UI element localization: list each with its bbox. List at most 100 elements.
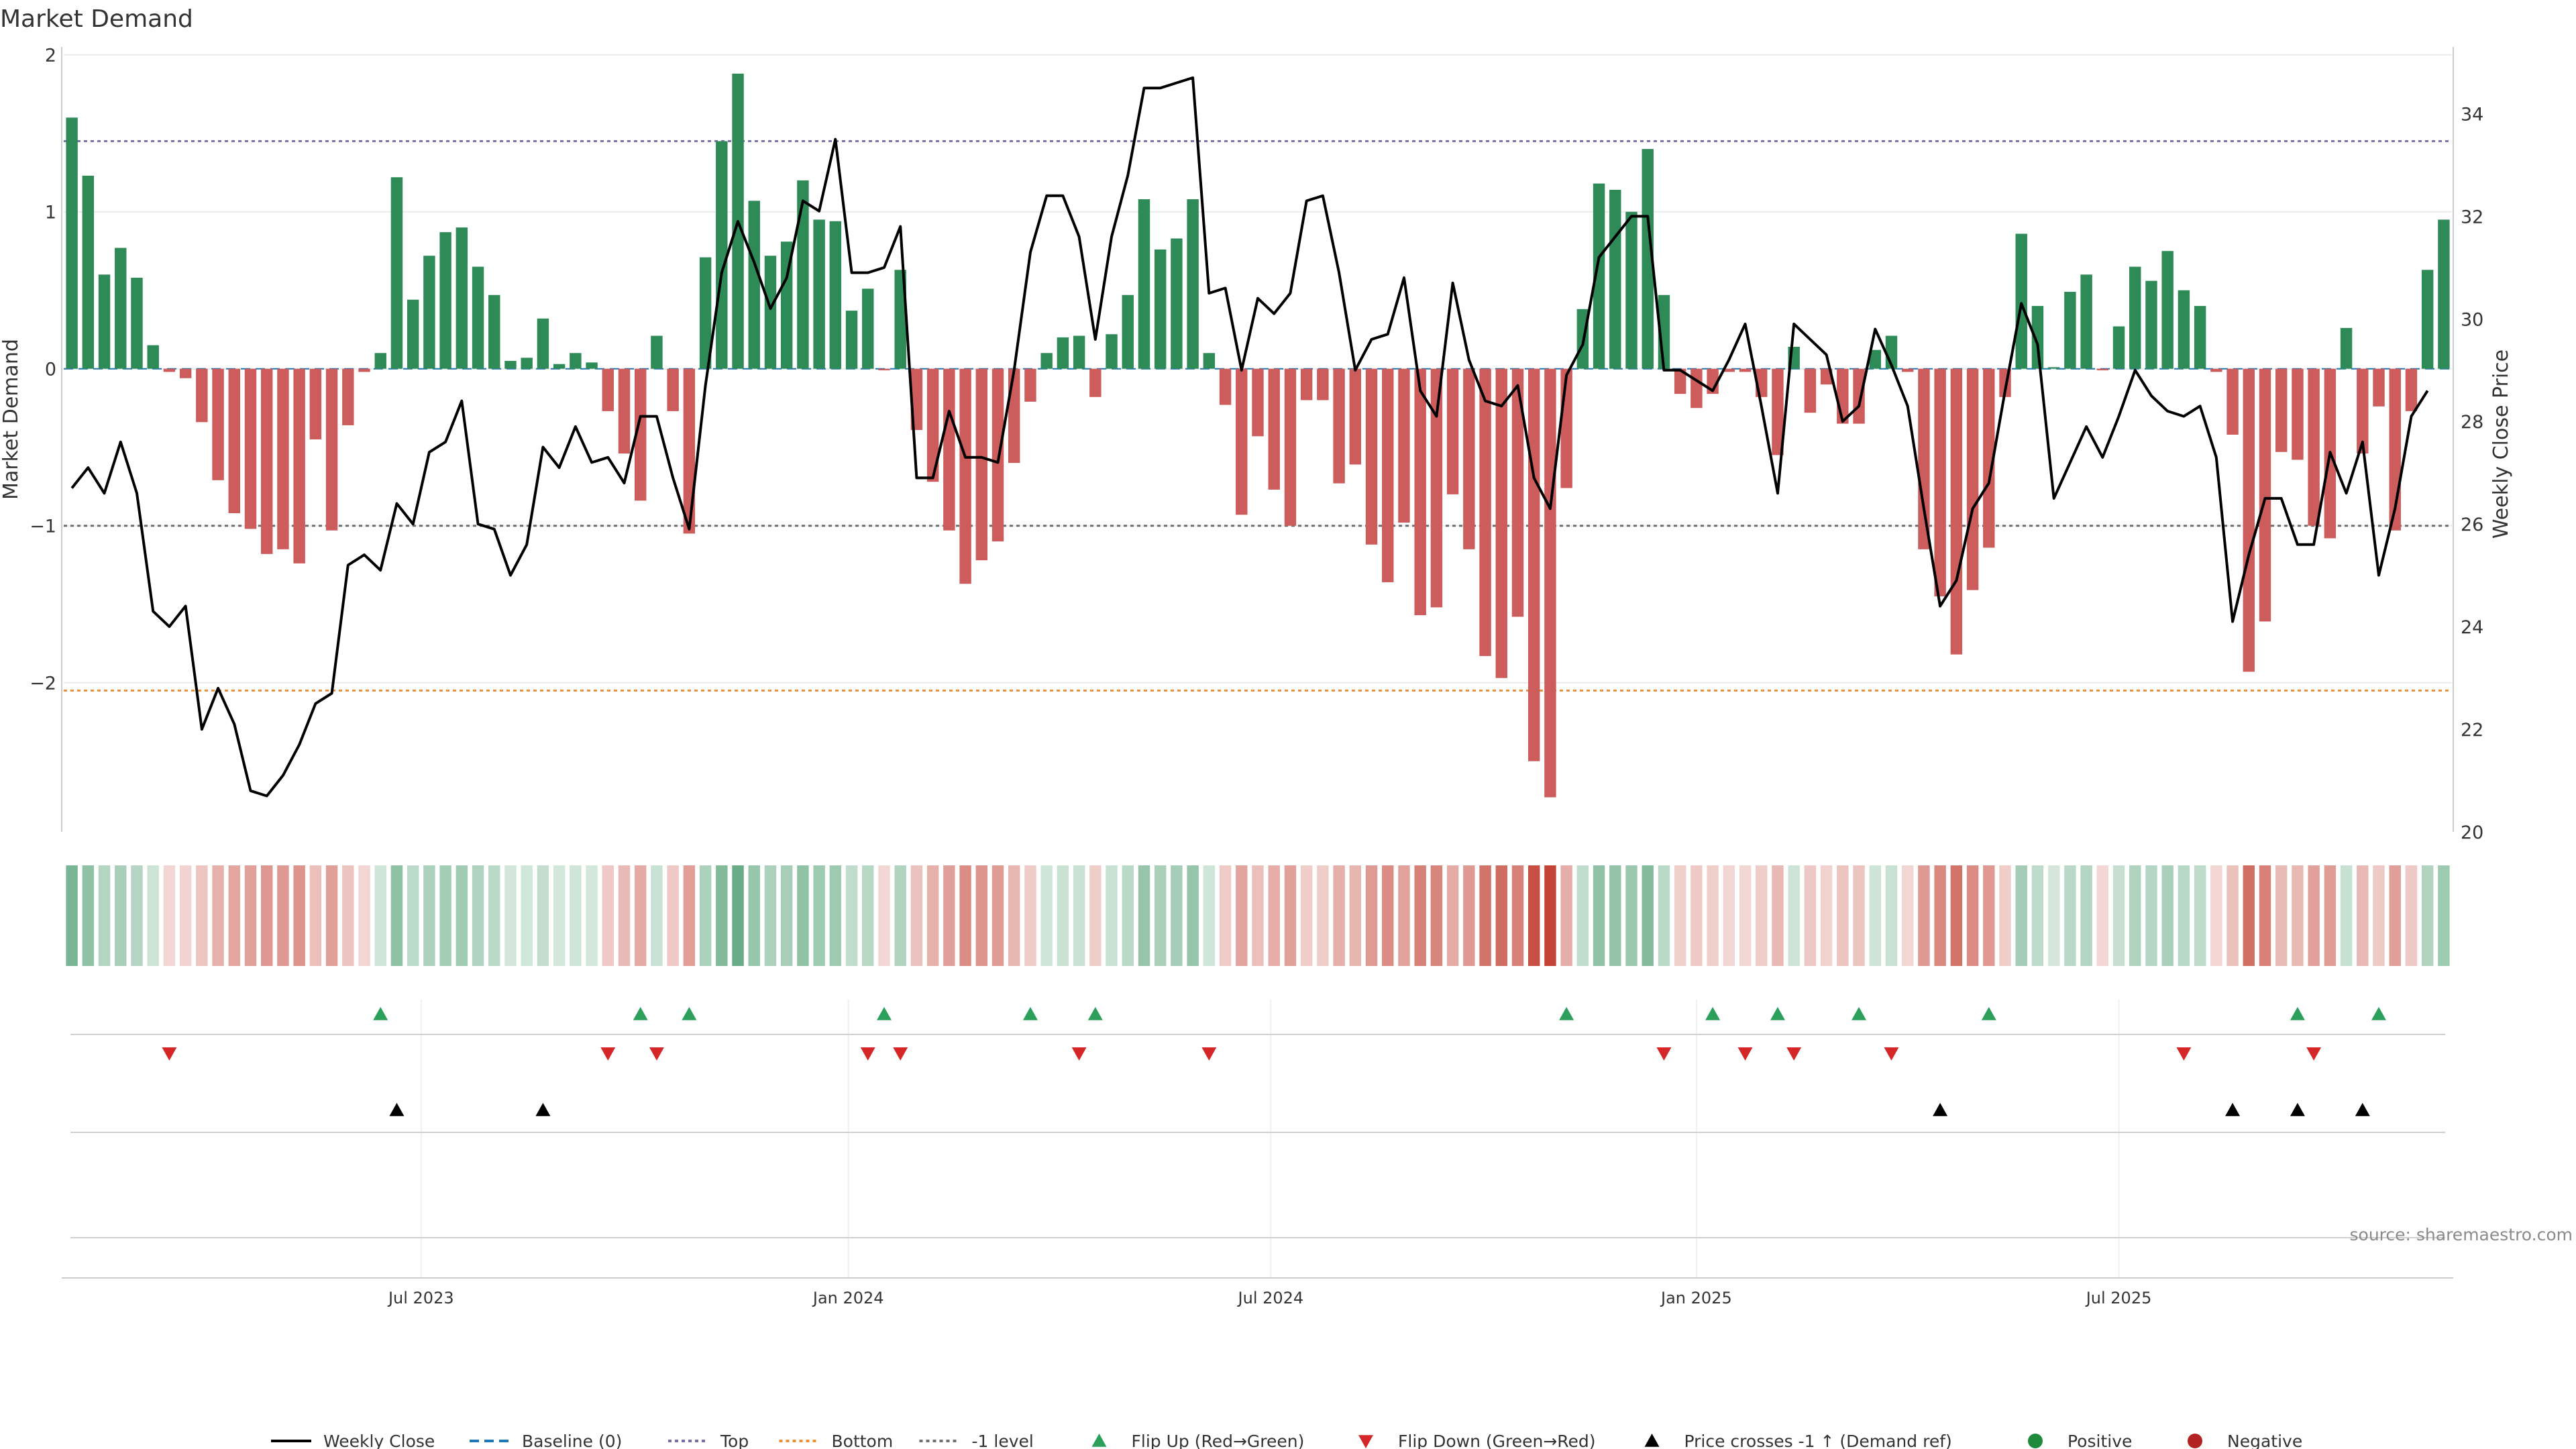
demand-bar xyxy=(212,368,224,480)
heat-cell xyxy=(748,865,760,966)
heat-cell xyxy=(1756,865,1768,966)
demand-bar xyxy=(618,368,631,454)
heat-cell xyxy=(667,865,679,966)
demand-bar xyxy=(1674,368,1686,394)
heat-cell xyxy=(1317,865,1329,966)
heat-cell xyxy=(277,865,289,966)
demand-bar xyxy=(196,368,208,423)
demand-bar xyxy=(439,232,451,369)
demand-bar xyxy=(1527,368,1540,761)
heat-cell xyxy=(66,865,78,966)
demand-bar xyxy=(423,256,435,369)
heat-cell xyxy=(1365,865,1378,966)
heat-cell xyxy=(504,865,517,966)
heat-cell xyxy=(926,865,939,966)
heat-cell xyxy=(732,865,744,966)
y-tick-label: 2 xyxy=(45,46,56,66)
y2-tick-label: 30 xyxy=(2461,309,2483,330)
heat-cell xyxy=(910,865,923,966)
demand-bar xyxy=(1723,368,1735,372)
event-markers-panels xyxy=(70,1007,2445,1238)
flip-down-marker xyxy=(2306,1047,2322,1061)
heat-cell xyxy=(342,865,354,966)
legend-label: Price crosses -1 ↑ (Demand ref) xyxy=(1684,1432,1952,1449)
legend-label: Flip Down (Green→Red) xyxy=(1398,1432,1596,1449)
heat-cell xyxy=(2015,865,2027,966)
reference-lines xyxy=(64,140,2452,692)
demand-bar xyxy=(1918,368,1930,549)
heat-cell xyxy=(1089,865,1102,966)
heat-cell xyxy=(488,865,500,966)
demand-bar xyxy=(1089,368,1102,397)
flip-up-marker xyxy=(2371,1007,2387,1020)
demand-bar xyxy=(602,368,614,411)
price-cross-marker xyxy=(2225,1103,2241,1116)
flip-down-marker xyxy=(1656,1047,1672,1061)
demand-bar xyxy=(2161,251,2174,369)
chart-title: Market Demand xyxy=(0,5,193,33)
demand-bar xyxy=(1430,368,1443,608)
legend-item: Flip Up (Red→Green) xyxy=(1091,1432,1304,1449)
heat-cell xyxy=(635,865,647,966)
heat-cell xyxy=(1544,865,1556,966)
flip-down-marker xyxy=(162,1047,177,1061)
heat-cell xyxy=(1268,865,1280,966)
y2-tick-label: 20 xyxy=(2461,822,2483,843)
heat-cell xyxy=(1560,865,1572,966)
heat-cell xyxy=(1300,865,1313,966)
heat-cell xyxy=(1398,865,1410,966)
demand-bar xyxy=(472,266,484,369)
heat-cell xyxy=(716,865,728,966)
legend-label: Baseline (0) xyxy=(522,1432,622,1449)
heat-cell xyxy=(2324,865,2337,966)
demand-bar xyxy=(504,361,517,369)
demand-bar xyxy=(2015,233,2027,369)
demand-bar xyxy=(1236,368,1248,515)
demand-bar xyxy=(1479,368,1491,656)
heat-cell xyxy=(2259,865,2271,966)
demand-bar xyxy=(1869,350,1881,369)
heat-cell xyxy=(2226,865,2239,966)
y2-tick-label: 34 xyxy=(2461,104,2483,125)
demand-bar xyxy=(2031,306,2044,369)
heat-cell xyxy=(553,865,566,966)
demand-bar xyxy=(115,248,127,369)
flip-up-marker xyxy=(1022,1007,1038,1020)
demand-bars xyxy=(66,73,2450,798)
flip-up-marker xyxy=(682,1007,697,1020)
demand-bar xyxy=(2112,326,2125,369)
heat-cell xyxy=(991,865,1004,966)
demand-bar xyxy=(2096,368,2109,371)
flip-up-marker xyxy=(373,1007,388,1020)
heat-cell xyxy=(780,865,793,966)
flip-up-marker xyxy=(1770,1007,1785,1020)
heat-cell xyxy=(1236,865,1248,966)
heat-cell xyxy=(390,865,403,966)
demand-bar xyxy=(2047,367,2060,369)
heat-cell xyxy=(423,865,435,966)
heat-cell xyxy=(147,865,159,966)
demand-bar xyxy=(293,368,305,564)
heat-cell xyxy=(1349,865,1362,966)
x-tick-label: Jan 2025 xyxy=(1660,1289,1732,1307)
demand-bar xyxy=(586,362,598,369)
heat-cell xyxy=(439,865,451,966)
demand-bar xyxy=(455,227,468,369)
flip-down-marker xyxy=(649,1047,664,1061)
heat-cell xyxy=(1950,865,1963,966)
heat-cell xyxy=(1739,865,1752,966)
demand-bar xyxy=(390,177,403,369)
y2-tick-label: 32 xyxy=(2461,207,2483,227)
demand-bar xyxy=(1138,199,1150,369)
demand-bar xyxy=(1690,368,1703,409)
heat-cell xyxy=(602,865,614,966)
demand-bar xyxy=(2292,368,2304,460)
weekly-close-path xyxy=(70,76,2429,798)
heat-cell xyxy=(2064,865,2076,966)
demand-bar xyxy=(943,368,955,531)
demand-bar xyxy=(261,368,273,554)
flip-down-marker xyxy=(1071,1047,1087,1061)
demand-bar xyxy=(1609,189,1621,369)
demand-bar xyxy=(829,221,842,369)
legend-dot-swatch xyxy=(2188,1434,2202,1448)
